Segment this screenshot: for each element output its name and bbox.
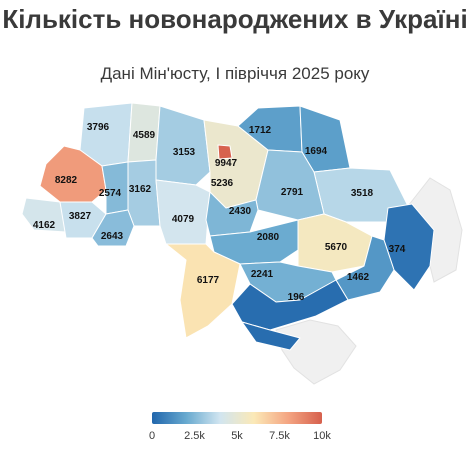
region-zakarpattia <box>21 197 67 233</box>
region-label-kharkiv: 3518 <box>351 188 374 199</box>
region-label-kirovohrad: 2080 <box>257 232 280 243</box>
region-label-zakarpattia: 4162 <box>33 220 56 231</box>
region-donetsk <box>335 235 395 301</box>
region-label-sumy: 1694 <box>305 146 328 157</box>
region-label-vinnytsia: 4079 <box>172 214 195 225</box>
occupied-area-2 <box>275 319 357 385</box>
region-label-chernihiv: 1712 <box>249 125 272 136</box>
region-kherson <box>241 321 301 351</box>
region-label-rivne: 4589 <box>133 130 156 141</box>
region-label-zhytomyr: 3153 <box>173 147 196 158</box>
region-label-donetsk: 1462 <box>347 272 370 283</box>
region-label-chernivtsi: 2643 <box>101 231 124 242</box>
region-label-mykolaiv: 196 <box>288 292 305 303</box>
color-scale-tick: 10k <box>313 430 331 442</box>
region-label-ivano-frankivsk: 3827 <box>69 211 92 222</box>
region-label-zaporizhzhia: 2241 <box>251 269 274 280</box>
chart-subtitle: Дані Мін'юсту, І півріччя 2025 року <box>100 64 370 83</box>
region-label-lviv: 8282 <box>55 175 78 186</box>
region-label-kyiv-oblast: 5236 <box>211 178 234 189</box>
region-vinnytsia <box>155 179 211 245</box>
color-scale-bar <box>152 412 322 424</box>
region-label-dnipropetrovsk: 5670 <box>325 242 348 253</box>
region-mykolaiv <box>231 279 349 331</box>
region-label-kyiv-city: 9947 <box>215 158 238 169</box>
color-scale-tick: 5k <box>231 430 243 442</box>
region-label-ternopil: 2574 <box>99 188 122 199</box>
region-zhytomyr <box>155 105 211 186</box>
region-label-poltava: 2791 <box>281 187 304 198</box>
region-odesa <box>165 243 241 339</box>
region-label-odesa: 6177 <box>197 275 220 286</box>
region-label-cherkasy: 2430 <box>229 206 252 217</box>
region-cherkasy <box>205 191 259 237</box>
region-label-volyn: 3796 <box>87 122 110 133</box>
region-kyiv-city <box>217 144 233 160</box>
region-label-khmelnytskyi: 3162 <box>129 184 152 195</box>
color-scale-tick: 7.5k <box>269 430 290 442</box>
region-chernivtsi <box>91 209 135 247</box>
region-label-luhansk: 374 <box>389 244 406 255</box>
color-scale-tick: 0 <box>148 430 156 442</box>
color-scale-tick: 2.5k <box>184 430 205 442</box>
chart-title: Кількість новонароджених в Україні <box>2 4 468 34</box>
